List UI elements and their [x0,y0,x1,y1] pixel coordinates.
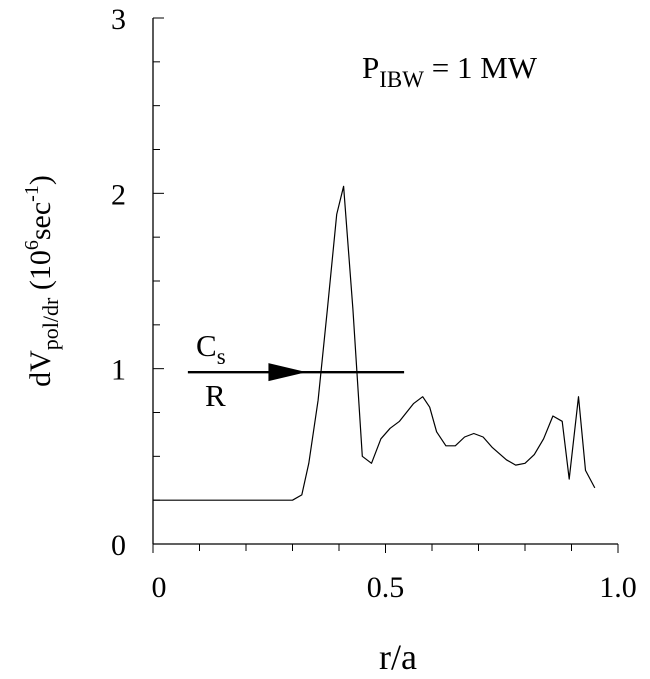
x-tick-label: 0.5 [367,571,405,604]
y-label-unit: (10 [24,250,57,298]
series-line-0 [153,185,596,501]
y-label-subscript: pol/dr [38,297,63,350]
y-tick-label: 2 [111,178,126,211]
y-axis-label: dVpol/dr (106sec-1) [21,175,63,387]
y-label-unit-close: ) [24,175,57,185]
power-annotation-rest: = 1 MW [424,50,538,85]
power-annotation: PIBW = 1 MW [362,50,538,92]
cs-r-arrow-head [268,363,307,382]
cs-label-subscript: s [217,344,226,369]
x-axis-label: r/a [379,637,417,677]
x-tick-label: 1.0 [599,571,637,604]
y-tick-label: 0 [111,529,126,562]
y-label-unit-mid: sec [24,202,57,240]
r-label: R [205,378,226,413]
cs-label: Cs [196,328,226,369]
y-label-superscript-2: -1 [21,185,43,202]
axes: 0 0.5 1.0 0 1 2 3 r/a dVpol/dr (106sec-1) [21,3,637,677]
y-tick-label: 1 [111,354,126,387]
y-tick-label: 3 [111,3,126,36]
y-label-base: dV [24,350,57,387]
series-layer [153,185,596,501]
y-label-superscript: 6 [21,240,43,250]
cs-label-main: C [196,328,217,363]
x-tick-label: 0 [152,571,167,604]
power-annotation-main: P [362,50,379,85]
power-annotation-subscript: IBW [379,67,424,92]
